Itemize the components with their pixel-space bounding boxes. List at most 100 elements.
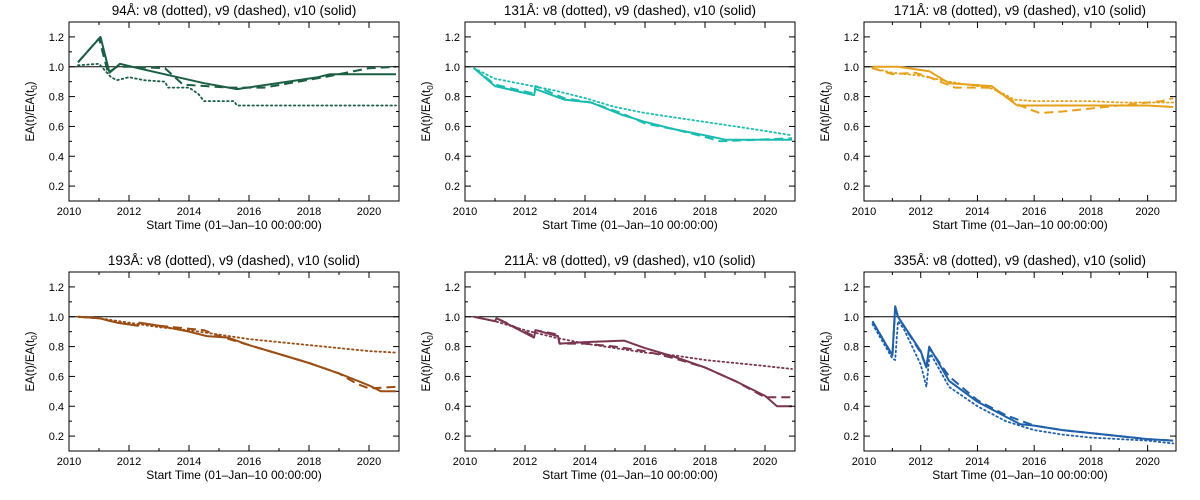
x-tick-label: 2020	[357, 456, 381, 468]
x-tick-label: 2016	[237, 456, 261, 468]
series-v8-line	[871, 320, 1175, 445]
series-v10-line	[872, 65, 1174, 108]
chart-panel-2: 171Å: v8 (dotted), v9 (dashed), v10 (sol…	[820, 3, 1177, 232]
x-tick-label: 2018	[693, 456, 717, 468]
y-tick-label: 0.8	[445, 342, 460, 354]
y-tick-label: 0.4	[844, 401, 859, 413]
plot-frame	[68, 21, 400, 202]
x-tick-label: 2014	[965, 456, 989, 468]
plot-frame	[68, 271, 400, 452]
series-v10-line	[77, 315, 396, 393]
y-tick-label: 0.4	[49, 401, 64, 413]
y-axis-label: EA(t)/EA(t0)	[25, 81, 39, 141]
series-v10-line	[473, 67, 792, 141]
chart-panel-1: 131Å: v8 (dotted), v9 (dashed), v10 (sol…	[421, 3, 796, 232]
y-tick-label: 0.6	[49, 371, 64, 383]
x-tick-label: 2014	[965, 206, 989, 218]
y-tick-label: 1.0	[844, 62, 859, 74]
series-v10-line	[473, 315, 792, 408]
series-v8-line	[77, 315, 397, 354]
y-tick-label: 0.2	[445, 181, 460, 193]
y-tick-label: 1.2	[49, 32, 64, 44]
x-tick-label: 2014	[573, 456, 597, 468]
y-axis-label: EA(t)/EA(t0)	[421, 331, 435, 391]
x-tick-label: 2018	[1079, 206, 1103, 218]
x-axis-label: Start Time (01–Jan–10 00:00:00)	[542, 468, 717, 482]
x-tick-label: 2010	[57, 456, 81, 468]
x-tick-label: 2020	[753, 456, 777, 468]
x-axis-label: Start Time (01–Jan–10 00:00:00)	[932, 468, 1107, 482]
y-tick-label: 1.2	[844, 32, 859, 44]
x-tick-label: 2020	[753, 206, 777, 218]
x-tick-label: 2012	[513, 206, 537, 218]
x-tick-label: 2018	[297, 206, 321, 218]
x-tick-label: 2018	[297, 456, 321, 468]
x-tick-label: 2020	[357, 206, 381, 218]
x-tick-label: 2018	[693, 206, 717, 218]
x-tick-label: 2014	[177, 206, 201, 218]
y-tick-label: 0.6	[445, 121, 460, 133]
y-tick-label: 0.4	[445, 401, 460, 413]
series-v8-line	[473, 67, 793, 137]
chart-title: 171Å: v8 (dotted), v9 (dashed), v10 (sol…	[894, 3, 1146, 18]
y-tick-label: 1.2	[445, 282, 460, 294]
plot-frame	[464, 21, 796, 202]
y-axis-label: EA(t)/EA(t0)	[820, 81, 834, 141]
chart-title: 211Å: v8 (dotted), v9 (dashed), v10 (sol…	[504, 253, 755, 268]
y-tick-label: 1.2	[844, 282, 859, 294]
y-tick-label: 0.8	[49, 92, 64, 104]
y-tick-label: 1.0	[445, 62, 460, 74]
y-axis-label: EA(t)/EA(t0)	[820, 331, 834, 391]
chart-panel-4: 211Å: v8 (dotted), v9 (dashed), v10 (sol…	[421, 253, 796, 482]
x-tick-label: 2010	[57, 206, 81, 218]
y-tick-label: 0.2	[844, 431, 859, 443]
x-tick-label: 2020	[1135, 206, 1159, 218]
series-v8-line	[77, 62, 397, 107]
x-tick-label: 2020	[1135, 456, 1159, 468]
y-tick-label: 0.8	[844, 342, 859, 354]
series-v9-line	[871, 308, 1174, 442]
y-tick-label: 0.8	[445, 92, 460, 104]
chart-title: 193Å: v8 (dotted), v9 (dashed), v10 (sol…	[108, 253, 360, 268]
x-axis-label: Start Time (01–Jan–10 00:00:00)	[932, 218, 1107, 232]
y-tick-label: 0.2	[49, 181, 64, 193]
x-axis-label: Start Time (01–Jan–10 00:00:00)	[146, 218, 321, 232]
y-tick-label: 0.2	[445, 431, 460, 443]
plot-frame	[464, 271, 796, 452]
x-axis-label: Start Time (01–Jan–10 00:00:00)	[146, 468, 321, 482]
x-tick-label: 2010	[453, 206, 477, 218]
x-tick-label: 2016	[237, 206, 261, 218]
x-tick-label: 2018	[1079, 456, 1103, 468]
y-tick-label: 0.8	[844, 92, 859, 104]
x-tick-label: 2012	[908, 206, 932, 218]
y-tick-label: 1.0	[844, 312, 859, 324]
y-tick-label: 1.0	[49, 312, 64, 324]
y-tick-label: 0.4	[445, 151, 460, 163]
series-v10-line	[77, 35, 396, 91]
y-tick-label: 0.4	[844, 151, 859, 163]
chart-title: 94Å: v8 (dotted), v9 (dashed), v10 (soli…	[112, 3, 357, 18]
y-tick-label: 1.2	[445, 32, 460, 44]
chart-panel-5: 335Å: v8 (dotted), v9 (dashed), v10 (sol…	[820, 253, 1177, 482]
plot-frame	[863, 21, 1177, 202]
x-tick-label: 2016	[1022, 456, 1046, 468]
series-v9-line	[473, 67, 793, 143]
x-tick-label: 2012	[908, 456, 932, 468]
chart-panel-3: 193Å: v8 (dotted), v9 (dashed), v10 (sol…	[25, 253, 400, 482]
x-tick-label: 2012	[117, 206, 141, 218]
y-axis-label: EA(t)/EA(t0)	[25, 331, 39, 391]
chart-title: 131Å: v8 (dotted), v9 (dashed), v10 (sol…	[504, 3, 756, 18]
y-tick-label: 0.2	[49, 431, 64, 443]
y-tick-label: 0.6	[445, 371, 460, 383]
y-tick-label: 1.0	[49, 62, 64, 74]
x-tick-label: 2014	[177, 456, 201, 468]
x-tick-label: 2010	[852, 206, 876, 218]
y-tick-label: 1.2	[49, 282, 64, 294]
y-tick-label: 0.6	[844, 121, 859, 133]
y-tick-label: 0.4	[49, 151, 64, 163]
y-tick-label: 0.8	[49, 342, 64, 354]
x-tick-label: 2014	[573, 206, 597, 218]
x-tick-label: 2012	[513, 456, 537, 468]
chart-title: 335Å: v8 (dotted), v9 (dashed), v10 (sol…	[894, 253, 1146, 268]
